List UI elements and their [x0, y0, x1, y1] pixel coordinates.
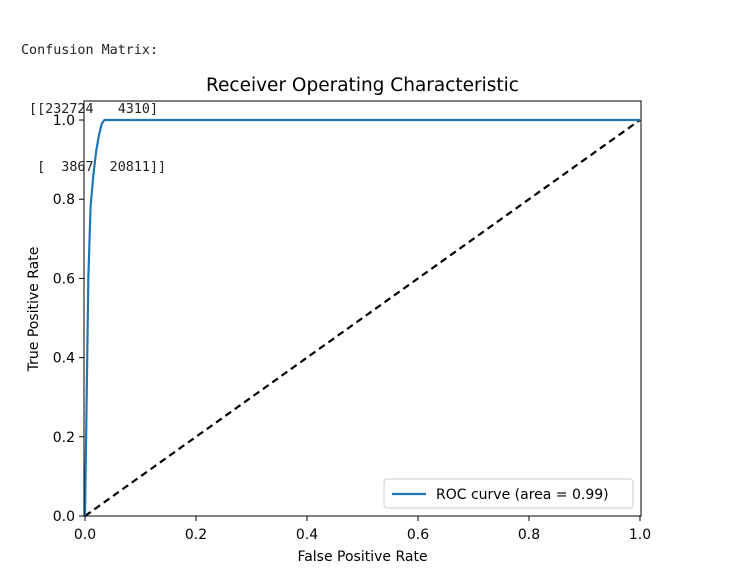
y-tick-label: 1.0 — [53, 113, 75, 129]
y-tick-label: 0.6 — [53, 271, 75, 287]
x-tick-label: 0.0 — [74, 527, 96, 543]
y-tick-label: 0.2 — [53, 430, 75, 446]
x-tick-label: 0.6 — [407, 527, 429, 543]
console-line: Confusion Matrix: — [21, 43, 159, 58]
legend-box — [383, 478, 634, 509]
x-tick-label: 0.8 — [518, 527, 540, 543]
x-tick-label: 0.2 — [185, 527, 207, 543]
y-axis: 0.0 0.2 0.4 0.6 0.8 1.0 — [53, 113, 84, 525]
y-tick-label: 0.8 — [53, 192, 75, 208]
chance-diagonal-line — [84, 119, 641, 517]
chart-title: Receiver Operating Characteristic — [206, 75, 519, 96]
console-line: [ 3867 20811]] — [21, 160, 167, 175]
x-axis: 0.0 0.2 0.4 0.6 0.8 1.0 — [74, 516, 651, 543]
y-tick-label: 0.4 — [53, 351, 75, 367]
axes-frame — [83, 100, 642, 517]
x-axis-label: False Positive Rate — [297, 549, 427, 565]
console-output: Confusion Matrix: [[232724 4310] [ 3867 … — [21, 2, 166, 197]
x-tick-label: 0.4 — [296, 527, 318, 543]
console-line: [[232724 4310] — [21, 101, 159, 117]
x-tick-label: 1.0 — [629, 527, 651, 543]
y-axis-label: True Positive Rate — [26, 247, 42, 373]
legend-label-roc: ROC curve (area = 0.99) — [436, 487, 609, 503]
y-tick-label: 0.0 — [53, 509, 75, 525]
legend: ROC curve (area = 0.99) — [383, 478, 634, 509]
roc-curve-line — [83, 118, 640, 517]
plot-area — [83, 118, 641, 517]
